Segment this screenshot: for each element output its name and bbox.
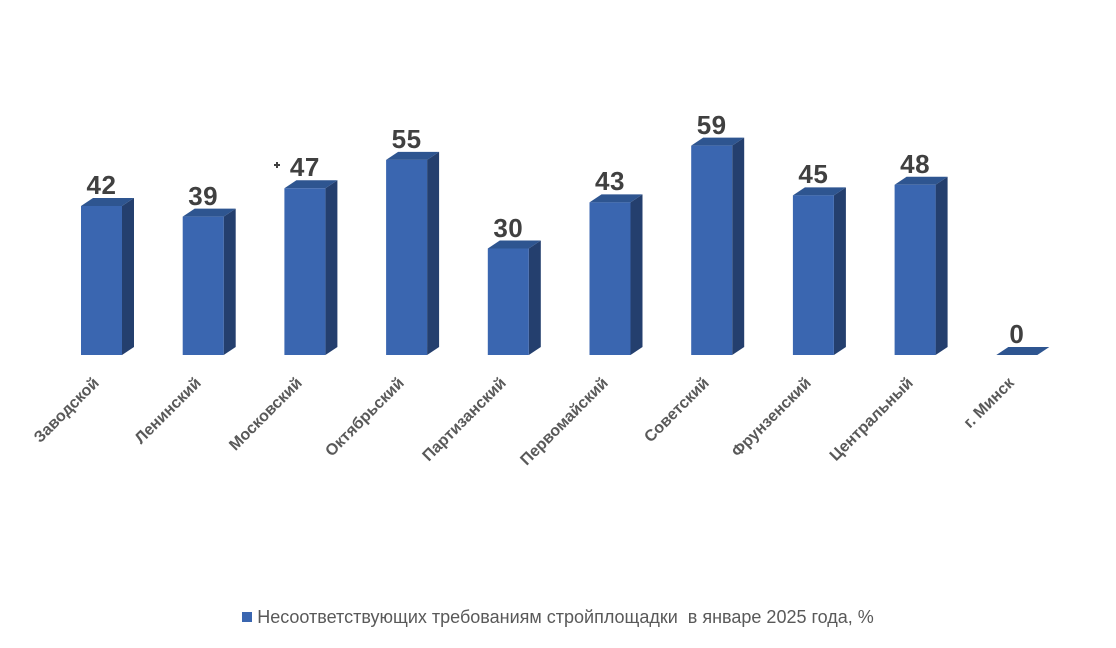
bar-side-face bbox=[732, 137, 745, 355]
bar-top-face bbox=[792, 187, 846, 196]
legend-label: Несоответствующих требованиям стройплоща… bbox=[257, 606, 874, 627]
value-label: 43 bbox=[595, 166, 625, 197]
bar-side-face bbox=[122, 197, 134, 355]
bar-top-face bbox=[81, 197, 134, 206]
legend-marker-icon bbox=[242, 612, 253, 622]
bar-side-face bbox=[833, 187, 846, 355]
bar-front-face bbox=[589, 202, 631, 355]
value-label: 0 bbox=[1009, 319, 1025, 349]
bar-front-face bbox=[792, 195, 834, 355]
bar-column bbox=[386, 151, 440, 355]
bar-side-face bbox=[630, 194, 643, 355]
value-label: 48 bbox=[900, 148, 931, 179]
bar-top-face bbox=[894, 176, 948, 185]
bar-front-face bbox=[284, 188, 326, 355]
bar-column bbox=[284, 180, 338, 355]
bar-column bbox=[182, 208, 236, 355]
bar-column bbox=[996, 347, 1050, 355]
bar-front-face bbox=[182, 216, 224, 355]
value-label: 45 bbox=[798, 159, 829, 190]
value-label: 55 bbox=[391, 123, 422, 154]
bar-side-face bbox=[325, 180, 338, 355]
value-label: 47 bbox=[289, 152, 320, 183]
bar-side-face bbox=[935, 176, 948, 355]
bar-column bbox=[487, 240, 541, 355]
bar-top-face bbox=[589, 194, 643, 203]
bar-top-face bbox=[284, 180, 338, 189]
bar-front-face bbox=[487, 248, 529, 355]
bar-top-face bbox=[182, 208, 236, 217]
bar-side-face bbox=[223, 208, 236, 355]
bar-top-face bbox=[487, 240, 541, 249]
bar-front-face bbox=[81, 205, 122, 355]
value-label: 42 bbox=[86, 169, 117, 200]
bar-column bbox=[589, 194, 643, 355]
legend: Несоответствующих требованиям стройплоща… bbox=[0, 604, 1116, 630]
bar-column bbox=[894, 176, 948, 355]
bar-side-face bbox=[427, 151, 440, 355]
bar-front-face bbox=[894, 184, 936, 355]
value-label: 59 bbox=[696, 109, 727, 140]
bar-front-face bbox=[691, 145, 733, 355]
bar-top-face bbox=[996, 347, 1050, 355]
value-label: 30 bbox=[493, 212, 524, 243]
bar-top-face bbox=[386, 151, 440, 160]
bar-side-face bbox=[528, 240, 541, 355]
bar-column bbox=[691, 137, 745, 355]
bar-column bbox=[792, 187, 846, 355]
value-label: 39 bbox=[188, 180, 219, 211]
bar-front-face bbox=[386, 159, 428, 355]
bar-top-face bbox=[691, 137, 745, 146]
bar-column bbox=[81, 197, 134, 355]
crosshair-cursor-icon bbox=[274, 162, 280, 168]
